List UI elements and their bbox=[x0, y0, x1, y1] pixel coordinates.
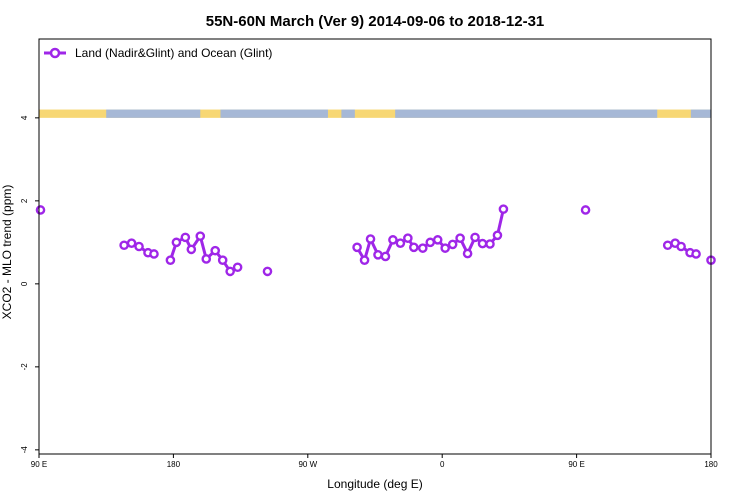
data-point bbox=[580, 205, 591, 215]
data-point bbox=[119, 240, 129, 251]
data-point bbox=[662, 240, 673, 251]
data-point bbox=[380, 251, 391, 262]
data-point bbox=[498, 204, 509, 214]
y-tick-label: -2 bbox=[20, 363, 29, 371]
data-point bbox=[477, 238, 488, 249]
data-point bbox=[180, 232, 191, 243]
chart-title: 55N-60N March (Ver 9) 2014-09-06 to 2018… bbox=[206, 13, 545, 30]
data-point bbox=[432, 235, 443, 245]
data-point bbox=[492, 230, 503, 241]
land-ocean-band bbox=[39, 109, 711, 118]
band-ocean-segment bbox=[341, 109, 355, 118]
x-tick-label: 180 bbox=[167, 460, 181, 469]
y-tick-label: 4 bbox=[20, 115, 29, 120]
band-background bbox=[39, 109, 711, 118]
data-point bbox=[171, 237, 182, 248]
plot-frame bbox=[38, 38, 712, 455]
x-tick-label: 90 W bbox=[298, 460, 317, 469]
x-axis: 90 E 180 90 W 0 90 E 180 bbox=[31, 454, 718, 469]
data-point bbox=[186, 244, 197, 255]
data-point bbox=[676, 241, 686, 252]
data-point bbox=[425, 237, 436, 248]
legend: Land (Nadir&Glint) and Ocean (Glint) bbox=[44, 46, 272, 60]
data-point bbox=[470, 232, 480, 243]
data-point bbox=[195, 231, 206, 241]
series-line bbox=[168, 234, 239, 273]
data-point bbox=[35, 205, 46, 215]
x-tick-label: 180 bbox=[704, 460, 718, 469]
data-point bbox=[165, 255, 176, 265]
y-tick-label: 0 bbox=[20, 281, 29, 286]
y-axis-label: XCO2 - MLO trend (ppm) bbox=[0, 185, 14, 320]
x-tick-label: 0 bbox=[440, 460, 445, 469]
data-point bbox=[126, 238, 137, 248]
band-ocean-segment bbox=[690, 109, 711, 118]
band-ocean-segment bbox=[220, 109, 328, 118]
data-point bbox=[352, 242, 362, 253]
data-point bbox=[691, 249, 701, 259]
data-point bbox=[262, 266, 273, 277]
data-point bbox=[403, 233, 413, 243]
legend-label: Land (Nadir&Glint) and Ocean (Glint) bbox=[75, 46, 272, 60]
data-point bbox=[409, 242, 419, 253]
data-point bbox=[232, 262, 243, 273]
y-tick-label: 2 bbox=[20, 198, 29, 203]
data-point bbox=[134, 241, 144, 252]
x-axis-label: Longitude (deg E) bbox=[327, 477, 422, 491]
x-tick-label: 90 E bbox=[31, 460, 47, 469]
series-land-and-ocean bbox=[35, 204, 716, 277]
data-point bbox=[225, 266, 235, 277]
data-point bbox=[462, 248, 473, 259]
data-point bbox=[485, 239, 495, 249]
y-axis: -4 -2 0 2 4 bbox=[20, 115, 39, 453]
x-tick-label: 90 E bbox=[568, 460, 584, 469]
band-ocean-segment bbox=[395, 109, 658, 118]
data-point bbox=[395, 238, 406, 248]
data-point bbox=[455, 233, 465, 243]
data-point bbox=[440, 243, 450, 253]
data-point bbox=[365, 234, 376, 244]
legend-marker bbox=[49, 47, 61, 59]
data-point bbox=[373, 249, 383, 260]
data-point bbox=[388, 235, 398, 245]
y-tick-label: -4 bbox=[20, 446, 29, 454]
data-point bbox=[210, 245, 221, 256]
data-point bbox=[417, 243, 428, 253]
data-point bbox=[359, 255, 370, 265]
data-point bbox=[217, 255, 228, 265]
band-ocean-segment bbox=[106, 109, 201, 118]
data-point bbox=[447, 239, 458, 250]
data-point bbox=[149, 249, 159, 259]
data-point bbox=[201, 254, 212, 264]
